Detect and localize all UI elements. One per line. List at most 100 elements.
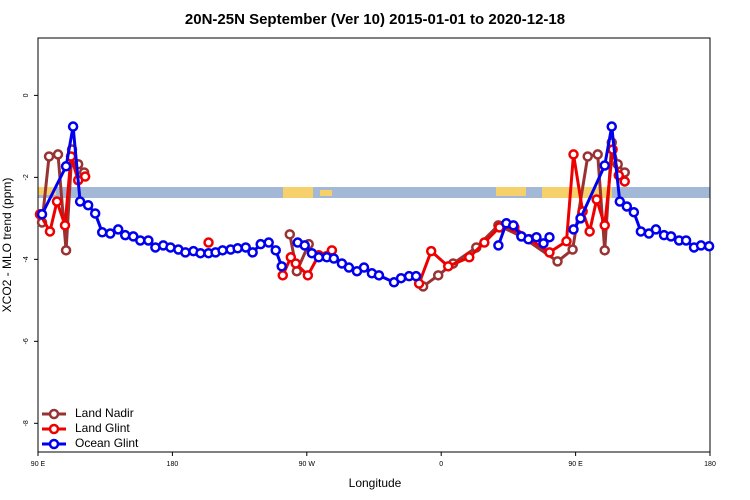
data-point — [255, 238, 266, 250]
legend-label: Land Nadir — [75, 406, 134, 420]
data-point — [290, 258, 301, 269]
data-point — [79, 171, 91, 182]
data-point — [544, 247, 555, 258]
data-point — [695, 240, 707, 251]
data-point — [263, 237, 274, 248]
data-point — [217, 245, 228, 256]
data-point — [591, 194, 602, 205]
data-point — [544, 231, 555, 243]
data-point — [568, 224, 579, 235]
ocean-strip — [38, 187, 710, 198]
data-point — [575, 213, 586, 224]
data-point — [599, 160, 610, 171]
data-point — [96, 227, 108, 238]
y-tick-label: 0 — [23, 93, 30, 97]
data-point — [143, 235, 154, 246]
data-point — [619, 176, 630, 187]
data-point — [112, 224, 124, 235]
data-point — [568, 149, 579, 160]
data-point — [552, 256, 563, 267]
data-point — [313, 252, 324, 263]
data-point — [395, 272, 407, 284]
data-point — [82, 199, 94, 211]
land-patch — [542, 187, 612, 198]
data-point — [479, 237, 490, 248]
x-tick-label: 180 — [167, 461, 179, 468]
y-axis-label: XCO2 - MLO trend (ppm) — [0, 178, 14, 313]
data-point — [43, 151, 55, 162]
data-point — [650, 224, 662, 235]
data-point — [464, 252, 475, 263]
data-point — [584, 226, 595, 237]
land-patch — [496, 187, 526, 196]
data-point — [561, 236, 572, 247]
data-point — [59, 220, 71, 231]
data-point — [358, 262, 370, 273]
data-point — [373, 270, 385, 281]
data-point — [628, 206, 640, 218]
data-point — [52, 149, 64, 160]
data-point — [299, 240, 310, 251]
x-tick-label: 0 — [439, 461, 443, 468]
data-point — [284, 229, 296, 240]
data-point — [60, 161, 72, 172]
data-point — [621, 201, 633, 212]
data-point — [74, 196, 86, 207]
data-point — [410, 270, 422, 282]
land-patch — [283, 187, 313, 198]
legend-label: Ocean Glint — [75, 436, 139, 450]
data-point — [51, 196, 63, 207]
legend-marker — [48, 408, 60, 420]
data-point — [180, 247, 191, 258]
data-point — [60, 245, 72, 256]
data-point — [425, 245, 437, 257]
data-point — [105, 228, 116, 239]
data-point — [508, 220, 519, 231]
data-point — [523, 234, 534, 245]
y-tick-label: -4 — [23, 256, 30, 262]
data-point — [567, 244, 578, 255]
data-point — [635, 226, 647, 237]
y-tick-label: -6 — [23, 338, 30, 344]
land-patch — [320, 190, 332, 196]
y-tick-label: -8 — [23, 420, 30, 426]
data-point — [276, 261, 287, 272]
data-point — [614, 196, 626, 207]
x-tick-label: 90 E — [568, 461, 583, 468]
data-point — [302, 270, 314, 281]
legend-label: Land Glint — [75, 421, 130, 435]
data-point — [592, 149, 603, 160]
data-point — [203, 237, 214, 248]
y-tick-label: -2 — [23, 174, 30, 180]
data-point — [582, 151, 593, 162]
x-tick-label: 90 W — [299, 461, 316, 468]
data-point — [277, 270, 289, 281]
data-point — [240, 242, 251, 253]
legend-marker — [48, 438, 60, 450]
map-strip — [38, 187, 710, 198]
data-point — [247, 247, 258, 258]
data-point — [665, 231, 677, 242]
data-point — [89, 208, 101, 219]
data-point — [538, 238, 549, 249]
data-point — [232, 243, 243, 254]
x-tick-label: 180 — [704, 461, 716, 468]
data-point — [531, 231, 542, 243]
data-point — [442, 261, 454, 272]
legend-marker — [48, 423, 60, 435]
data-point — [432, 270, 444, 281]
data-point — [270, 245, 281, 256]
land-patch — [38, 187, 56, 195]
data-point — [493, 240, 504, 251]
data-point — [119, 229, 131, 241]
data-point — [67, 121, 79, 132]
x-tick-label: 90 E — [31, 461, 46, 468]
data-point — [44, 226, 56, 237]
data-point — [195, 247, 206, 259]
data-point — [36, 209, 48, 220]
data-point — [599, 220, 610, 231]
data-point — [680, 235, 692, 246]
data-point — [328, 253, 340, 264]
